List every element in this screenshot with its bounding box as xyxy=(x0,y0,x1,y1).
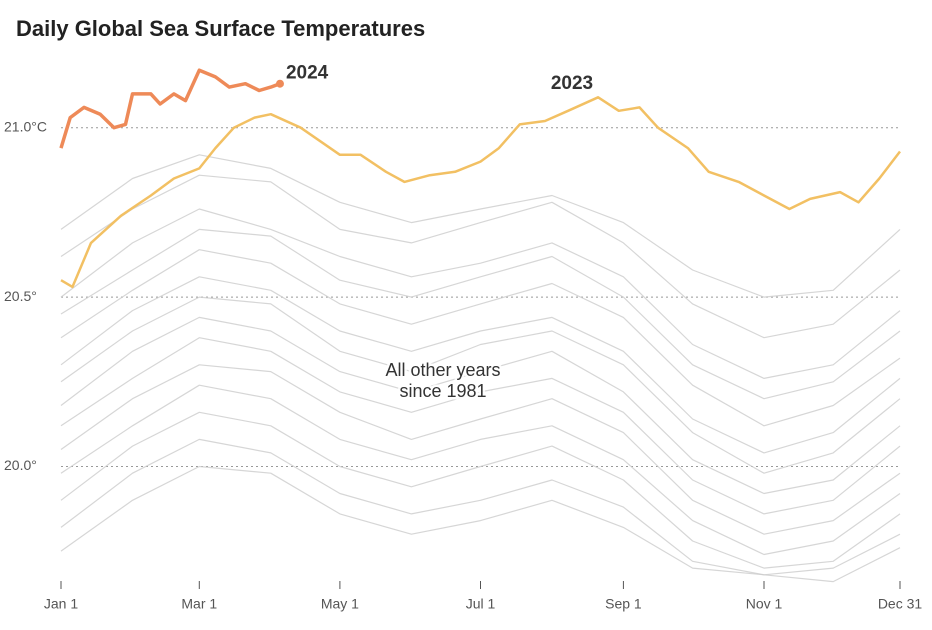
y-tick-label: 21.0°C xyxy=(4,118,47,134)
chart-title: Daily Global Sea Surface Temperatures xyxy=(16,16,425,41)
other-year-line xyxy=(60,208,901,379)
x-tick-label: Dec 31 xyxy=(878,596,923,612)
other-year-line xyxy=(60,276,901,454)
other-year-line xyxy=(60,364,901,535)
y-tick-label: 20.5° xyxy=(4,288,37,304)
other-year-line xyxy=(60,296,901,474)
series-label: 2023 xyxy=(551,73,593,94)
other-year-line xyxy=(60,438,901,576)
other-year-line xyxy=(60,174,901,339)
year-line xyxy=(60,96,901,289)
other-year-line xyxy=(60,154,901,298)
other-year-line xyxy=(60,337,901,515)
other-year-line xyxy=(60,411,901,569)
other-year-line xyxy=(60,228,901,400)
x-tick-label: Nov 1 xyxy=(746,596,783,612)
other-year-line xyxy=(60,249,901,427)
other-year-line xyxy=(60,384,901,556)
other-year-line xyxy=(60,316,901,495)
x-tick-label: Jan 1 xyxy=(44,596,78,612)
y-tick-label: 20.0° xyxy=(4,457,37,473)
other-year-line xyxy=(60,465,901,583)
end-dot xyxy=(275,79,284,88)
x-tick-label: May 1 xyxy=(321,596,359,612)
series-label: 2024 xyxy=(286,63,329,84)
year-line xyxy=(59,68,281,149)
x-tick-label: Mar 1 xyxy=(181,596,217,612)
annotation: All other years xyxy=(385,360,500,380)
x-tick-label: Sep 1 xyxy=(605,596,642,612)
x-tick-label: Jul 1 xyxy=(466,596,496,612)
annotation: since 1981 xyxy=(399,381,486,401)
